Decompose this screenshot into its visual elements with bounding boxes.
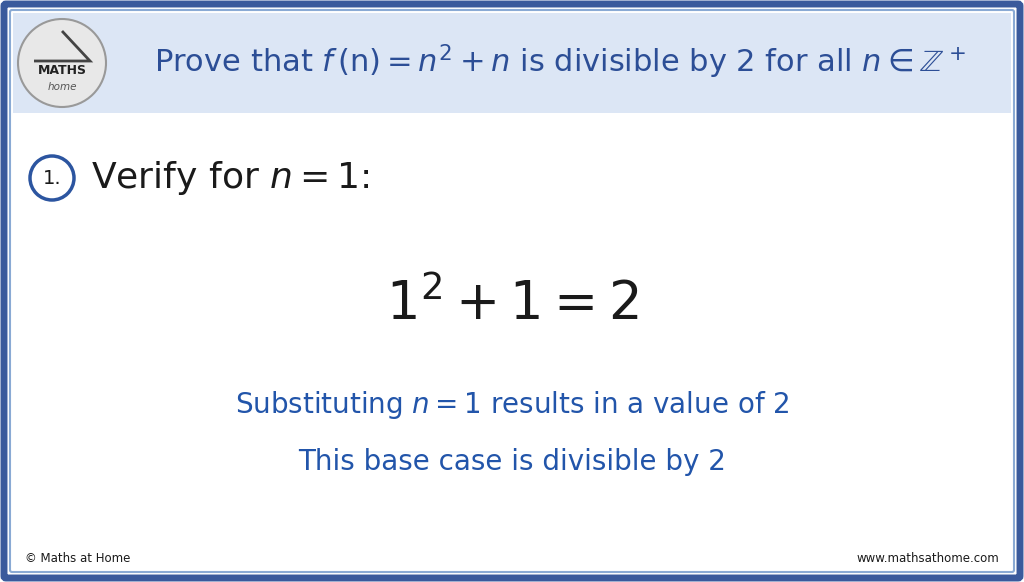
Text: $1^2 + 1 = 2$: $1^2 + 1 = 2$: [386, 279, 638, 331]
Text: 1.: 1.: [43, 169, 61, 189]
FancyBboxPatch shape: [4, 4, 1020, 578]
Text: home: home: [47, 82, 77, 92]
Text: MATHS: MATHS: [38, 65, 86, 77]
Text: © Maths at Home: © Maths at Home: [25, 552, 130, 565]
Circle shape: [18, 19, 106, 107]
Text: This base case is divisible by 2: This base case is divisible by 2: [298, 448, 726, 476]
Circle shape: [30, 156, 74, 200]
Text: Substituting $n = 1$ results in a value of 2: Substituting $n = 1$ results in a value …: [234, 389, 790, 421]
Text: Verify for $n = 1$:: Verify for $n = 1$:: [90, 159, 370, 197]
Text: Prove that $f\,(\mathregular{n}) = n^2 + n$ is divisible by 2 for all $n \in \ma: Prove that $f\,(\mathregular{n}) = n^2 +…: [154, 42, 967, 81]
Text: www.mathsathome.com: www.mathsathome.com: [856, 552, 999, 565]
FancyBboxPatch shape: [13, 13, 1011, 113]
